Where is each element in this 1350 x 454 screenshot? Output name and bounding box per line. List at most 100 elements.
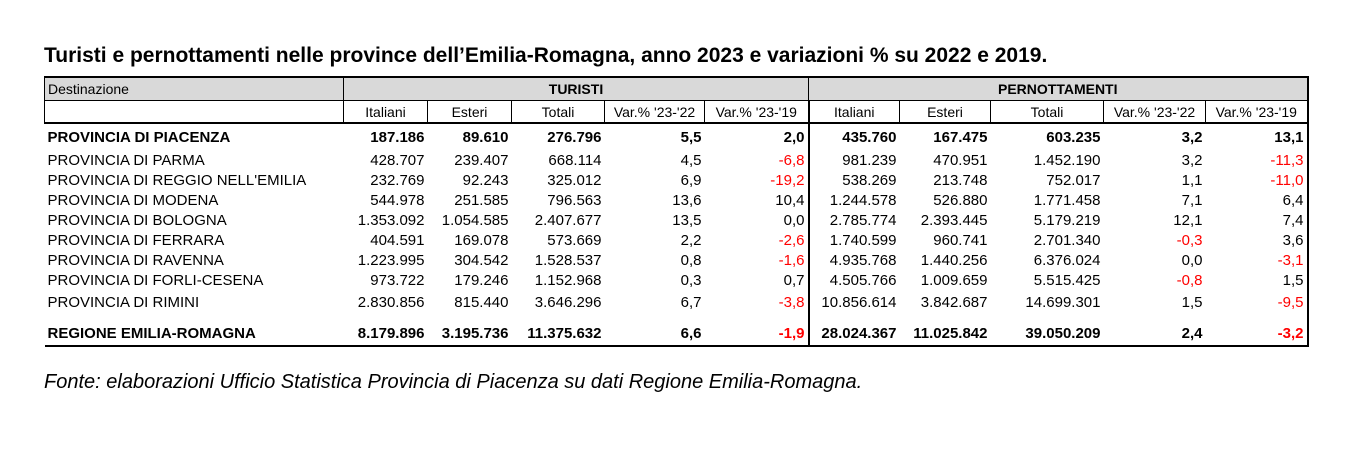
table-cell: -19,2 (704, 170, 810, 190)
table-cell: 13,5 (672, 211, 702, 229)
column-header: Esteri (899, 100, 991, 124)
table-cell: 7,4 (1205, 210, 1309, 230)
table-row: PROVINCIA DI RAVENNA 1.223.995 304.542 1.52… (45, 250, 1309, 270)
table-cell: 1.452.190 (1033, 151, 1101, 169)
table-cell: 239.407 (454, 151, 509, 169)
table-cell: 3,6 (1205, 230, 1309, 250)
table-cell: 1.353.092 (357, 211, 425, 229)
table-cell: 1.009.659 (920, 271, 988, 289)
table-cell: 960.741 (933, 231, 988, 249)
table-cell: 12,1 (1173, 211, 1203, 229)
table-cell: 1.528.537 (534, 251, 602, 269)
table-cell: 179.246 (454, 271, 509, 289)
table-cell: 1.152.968 (534, 271, 602, 289)
row-label: PROVINCIA DI PIACENZA (47, 128, 231, 146)
table-cell: 973.722 (370, 271, 425, 289)
table-cell: 470.951 (933, 151, 988, 169)
turisti-group-header: TURISTI (343, 76, 809, 101)
table-cell: 92.243 (462, 171, 509, 189)
table-cell: 981.239 (842, 151, 897, 169)
table-cell: 4.505.766 (829, 271, 897, 289)
table-cell: -2,6 (704, 230, 810, 250)
row-label: PROVINCIA DI REGGIO NELL'EMILIA (47, 171, 307, 189)
destination-header: Destinazione (44, 76, 344, 101)
pernottamenti-group-header: PERNOTTAMENTI (808, 76, 1309, 101)
spacer-cell (809, 314, 900, 322)
table-cell: 5,5 (680, 128, 702, 146)
table-cell: 6,9 (680, 171, 702, 189)
table-cell: 6,4 (1205, 190, 1309, 210)
table-title: Turisti e pernottamenti nelle province d… (44, 44, 1048, 67)
table-cell: 0,0 (1181, 251, 1203, 269)
table-cell: 3,2 (1181, 151, 1203, 169)
table-cell: -1,6 (704, 250, 810, 270)
table-cell: 0,3 (680, 271, 702, 289)
table-cell: 3.195.736 (427, 322, 512, 347)
table-row: PROVINCIA DI BOLOGNA 1.353.092 1.054.585 2.… (45, 210, 1309, 230)
table-cell: 1.740.599 (829, 231, 897, 249)
table-cell: 526.880 (933, 191, 988, 209)
table-cell: 10.856.614 (821, 293, 897, 311)
table-row: PROVINCIA DI PARMA 428.707 239.407 668.114 4… (45, 150, 1309, 170)
table-cell: 3,2 (1181, 128, 1203, 146)
row-label: PROVINCIA DI RIMINI (47, 293, 200, 311)
table-cell: 28.024.367 (808, 322, 900, 347)
table-cell: 276.796 (547, 128, 602, 146)
table-cell: -11,0 (1205, 170, 1309, 190)
table-cell: 404.591 (370, 231, 425, 249)
table-cell: 668.114 (548, 151, 602, 169)
spacer-cell (45, 314, 344, 322)
row-label: PROVINCIA DI RAVENNA (47, 251, 224, 269)
table-cell: 7,1 (1181, 191, 1203, 209)
table-cell: 14.699.301 (1025, 293, 1101, 311)
table-row: REGIONE EMILIA-ROMAGNA 8.179.896 3.195.736… (44, 322, 1309, 347)
table-cell: 0,8 (680, 251, 702, 269)
table-cell: -0,3 (1176, 231, 1203, 249)
table-cell: 5.515.425 (1033, 271, 1101, 289)
table-cell: 213.748 (933, 171, 988, 189)
table-cell: 3.842.687 (920, 293, 988, 311)
table-cell: 39.050.209 (990, 322, 1104, 347)
table-cell: 304.542 (454, 251, 509, 269)
table-cell: 4,5 (680, 151, 702, 169)
table-cell: 815.440 (454, 293, 509, 311)
table-cell: 2,2 (680, 231, 702, 249)
table-cell: -1,9 (704, 322, 810, 347)
column-header: Italiani (808, 100, 900, 124)
table-cell: -0,8 (1176, 271, 1203, 289)
table-cell: 2,0 (704, 123, 810, 150)
table-cell: 2,4 (1103, 322, 1206, 347)
table-cell: 251.585 (454, 191, 509, 209)
table-cell: 11.375.632 (511, 322, 605, 347)
spacer-cell (512, 314, 605, 322)
table-cell: 10,4 (704, 190, 810, 210)
table-cell: 1.054.585 (441, 211, 509, 229)
column-header: Var.% '23-'19 (1205, 100, 1309, 124)
row-label: REGIONE EMILIA-ROMAGNA (44, 322, 344, 347)
table-cell: 13,6 (672, 191, 702, 209)
spacer-cell (1205, 314, 1309, 322)
spacer-cell (344, 314, 428, 322)
table-cell: 6.376.024 (1033, 251, 1101, 269)
table-cell: -6,8 (704, 150, 810, 170)
table-cell: 11.025.842 (899, 322, 991, 347)
column-header-empty (44, 100, 344, 124)
table-cell: 1.244.578 (829, 191, 897, 209)
table-cell: -3,8 (704, 290, 810, 314)
table-cell: 6,7 (680, 293, 702, 311)
table-cell: 2.393.445 (920, 211, 988, 229)
row-label: PROVINCIA DI FERRARA (47, 231, 225, 249)
table-cell: 752.017 (1046, 171, 1101, 189)
table-cell: 544.978 (370, 191, 425, 209)
table-cell: 796.563 (547, 191, 602, 209)
table-cell: 0,7 (704, 270, 810, 290)
column-header: Esteri (427, 100, 512, 124)
table-cell: 6,6 (604, 322, 705, 347)
column-header-row: Italiani Esteri Totali Var.% '23-'22 Var… (44, 100, 1309, 124)
table-cell: 2.407.677 (534, 211, 602, 229)
table-body: PROVINCIA DI PIACENZA 187.186 89.610 276.79… (44, 123, 1309, 347)
spacer-row (45, 314, 1309, 322)
table-cell: 3.646.296 (534, 293, 602, 311)
spacer-cell (1104, 314, 1206, 322)
table-cell: 428.707 (370, 151, 425, 169)
